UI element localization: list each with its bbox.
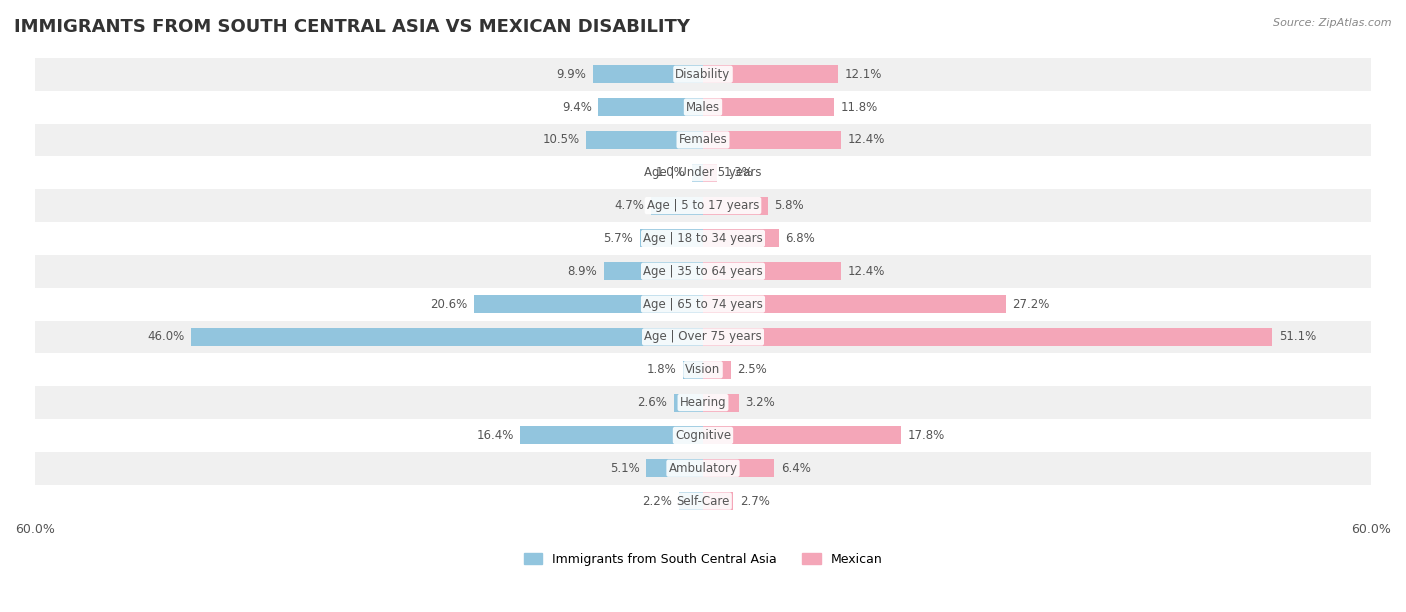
Text: 4.7%: 4.7% [614,199,644,212]
Text: Age | 35 to 64 years: Age | 35 to 64 years [643,265,763,278]
Bar [520,427,703,444]
Text: Ambulatory: Ambulatory [668,462,738,475]
Text: 3.2%: 3.2% [745,396,775,409]
Bar [703,262,841,280]
Bar [640,230,703,247]
Text: 11.8%: 11.8% [841,100,879,114]
Bar [703,427,901,444]
Text: 12.1%: 12.1% [845,68,882,81]
Bar [703,492,733,510]
Text: 12.4%: 12.4% [848,133,886,146]
Bar [703,164,717,182]
Bar [679,492,703,510]
Text: 6.4%: 6.4% [780,462,811,475]
Text: Females: Females [679,133,727,146]
Text: 12.4%: 12.4% [848,265,886,278]
Bar [35,255,1371,288]
Text: Source: ZipAtlas.com: Source: ZipAtlas.com [1274,18,1392,28]
Bar [651,196,703,215]
Bar [703,360,731,379]
Text: 2.6%: 2.6% [637,396,668,409]
Bar [35,189,1371,222]
Bar [703,230,779,247]
Bar [191,328,703,346]
Bar [35,419,1371,452]
Text: Vision: Vision [685,364,721,376]
Bar [593,65,703,83]
Text: 1.0%: 1.0% [655,166,685,179]
Text: 8.9%: 8.9% [568,265,598,278]
Text: 5.1%: 5.1% [610,462,640,475]
Text: 2.5%: 2.5% [738,364,768,376]
Bar [599,98,703,116]
Bar [703,459,775,477]
Text: 27.2%: 27.2% [1012,297,1050,311]
Bar [673,394,703,412]
Bar [35,91,1371,124]
Bar [35,124,1371,156]
Text: Self-Care: Self-Care [676,494,730,507]
Bar [35,386,1371,419]
Text: Disability: Disability [675,68,731,81]
Text: 5.8%: 5.8% [775,199,804,212]
Bar [474,295,703,313]
Text: 6.8%: 6.8% [786,232,815,245]
Text: 20.6%: 20.6% [430,297,467,311]
Text: Hearing: Hearing [679,396,727,409]
Bar [605,262,703,280]
Bar [35,156,1371,189]
Text: Age | Under 5 years: Age | Under 5 years [644,166,762,179]
Text: 5.7%: 5.7% [603,232,633,245]
Text: Cognitive: Cognitive [675,429,731,442]
Bar [703,65,838,83]
Bar [647,459,703,477]
Bar [703,131,841,149]
Text: 46.0%: 46.0% [146,330,184,343]
Bar [703,394,738,412]
Bar [586,131,703,149]
Bar [35,288,1371,321]
Text: 51.1%: 51.1% [1278,330,1316,343]
Text: 9.4%: 9.4% [562,100,592,114]
Text: 9.9%: 9.9% [557,68,586,81]
Text: 1.8%: 1.8% [647,364,676,376]
Legend: Immigrants from South Central Asia, Mexican: Immigrants from South Central Asia, Mexi… [519,548,887,571]
Bar [35,222,1371,255]
Bar [703,196,768,215]
Bar [35,353,1371,386]
Bar [703,328,1272,346]
Text: Males: Males [686,100,720,114]
Bar [692,164,703,182]
Bar [35,485,1371,518]
Text: 1.3%: 1.3% [724,166,754,179]
Bar [703,98,834,116]
Bar [35,452,1371,485]
Text: Age | 65 to 74 years: Age | 65 to 74 years [643,297,763,311]
Bar [683,360,703,379]
Bar [35,321,1371,353]
Text: Age | 5 to 17 years: Age | 5 to 17 years [647,199,759,212]
Text: Age | Over 75 years: Age | Over 75 years [644,330,762,343]
Text: 16.4%: 16.4% [477,429,513,442]
Text: 10.5%: 10.5% [543,133,579,146]
Text: IMMIGRANTS FROM SOUTH CENTRAL ASIA VS MEXICAN DISABILITY: IMMIGRANTS FROM SOUTH CENTRAL ASIA VS ME… [14,18,690,36]
Text: 2.2%: 2.2% [643,494,672,507]
Bar [35,58,1371,91]
Text: 17.8%: 17.8% [908,429,945,442]
Text: 2.7%: 2.7% [740,494,769,507]
Text: Age | 18 to 34 years: Age | 18 to 34 years [643,232,763,245]
Bar [703,295,1005,313]
